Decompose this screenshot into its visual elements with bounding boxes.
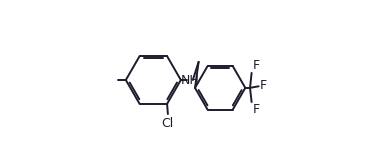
Text: F: F	[253, 59, 260, 72]
Text: F: F	[260, 80, 268, 92]
Text: Cl: Cl	[161, 117, 174, 130]
Text: F: F	[253, 103, 260, 116]
Text: NH: NH	[181, 73, 199, 87]
